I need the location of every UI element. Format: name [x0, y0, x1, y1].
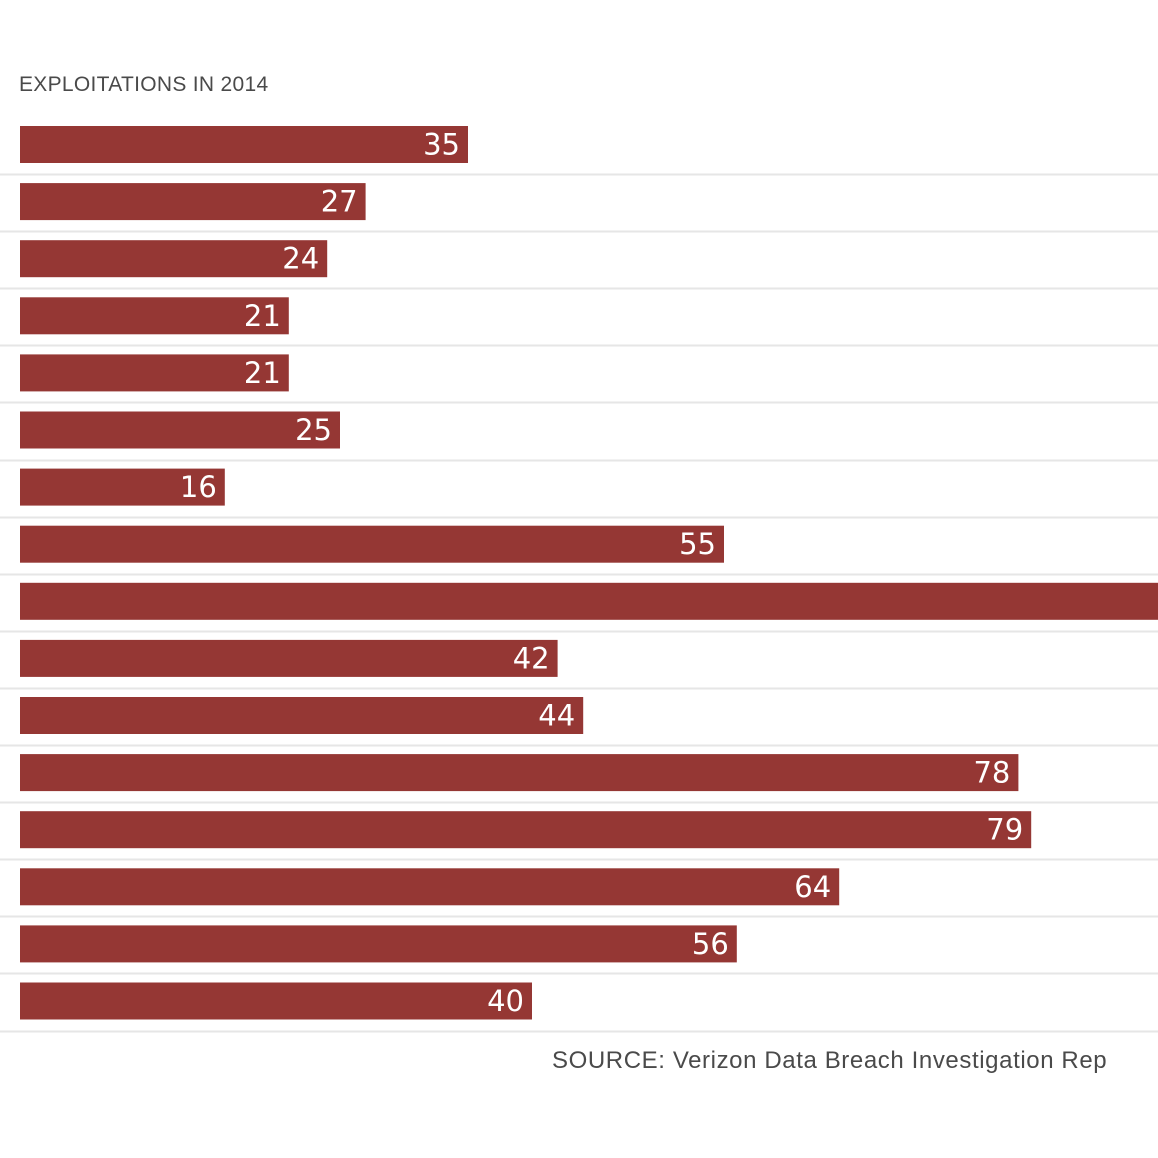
bar	[20, 126, 468, 163]
bar	[20, 754, 1019, 792]
bar	[20, 411, 340, 449]
bar	[20, 525, 724, 563]
bar-value-label: 55	[679, 527, 716, 561]
bar-value-label: 42	[513, 641, 550, 675]
chart-title: EXPLOITATIONS IN 2014	[19, 73, 269, 96]
bar	[20, 468, 225, 506]
bar	[20, 811, 1032, 849]
chart-source: SOURCE: Verizon Data Breach Investigatio…	[552, 1047, 1108, 1074]
bar-value-label: 16	[180, 470, 217, 504]
bar-value-label: 79	[986, 813, 1023, 847]
bar	[20, 240, 328, 278]
bar-value-label: 64	[794, 870, 831, 904]
bar	[20, 868, 840, 906]
bar-value-label: 21	[244, 356, 281, 390]
bar	[20, 582, 1158, 620]
bar-value-label: 40	[487, 984, 524, 1018]
bar	[20, 183, 366, 221]
bar	[20, 354, 289, 392]
bar	[20, 982, 532, 1020]
bar-value-label: 21	[244, 299, 281, 333]
bar-value-label: 44	[538, 699, 575, 733]
bar	[20, 925, 737, 963]
bar-value-label: 25	[295, 413, 332, 447]
bar	[20, 639, 558, 677]
bar-value-label: 24	[282, 242, 319, 276]
bar	[20, 697, 584, 734]
bar-value-label: 27	[321, 185, 358, 219]
bar-value-label: 56	[692, 927, 729, 961]
bar-value-label: 78	[973, 756, 1010, 790]
bar-value-label: 35	[423, 128, 460, 162]
bar	[20, 297, 289, 335]
